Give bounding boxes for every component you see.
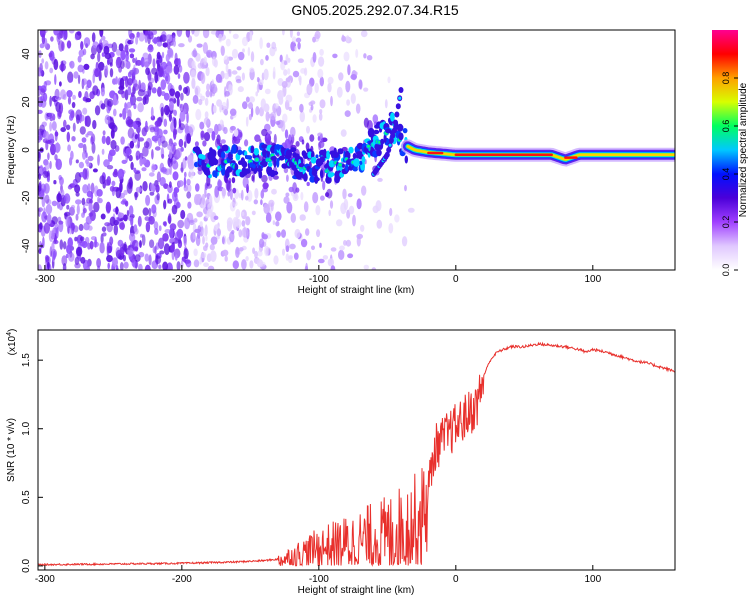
svg-text:-100: -100 [309,574,329,585]
snr-series-line [38,341,675,567]
colorbar-label: Normalized spectral amplitude [738,82,749,217]
svg-text:-20: -20 [21,190,32,205]
svg-text:-300: -300 [35,574,55,585]
colorbar-ticks: 0.0 0.2 0.4 0.6 0.8 [721,72,738,277]
svg-text:-40: -40 [21,238,32,253]
svg-text:0.0: 0.0 [21,558,32,572]
snr-x-tick: -200 [172,565,192,585]
snr-x-label: Height of straight line (km) [298,585,415,596]
svg-text:1.0: 1.0 [21,421,32,435]
spectrogram-ridge [192,87,675,184]
svg-text:20: 20 [21,96,32,108]
figure-title: GN05.2025.292.07.34.R15 [291,2,459,18]
svg-text:0.2: 0.2 [721,216,731,229]
colorbar-tick: 0.0 [721,264,738,277]
snr-x-tick: -300 [35,565,55,585]
spectrogram-y-tick: 20 [21,96,43,108]
snr-plot-area [38,330,675,570]
snr-y-label: SNR (10 * v/v) [6,418,17,482]
spectrogram-x-tick: -300 [35,265,55,285]
colorbar-tick: 0.2 [721,216,738,229]
svg-text:1.5: 1.5 [21,353,32,367]
svg-text:100: 100 [584,274,601,285]
svg-text:0.0: 0.0 [721,264,731,277]
svg-text:0: 0 [21,147,32,153]
spectrogram-x-tick: -200 [172,265,192,285]
snr-y-tick: 1.5 [21,353,43,367]
svg-text:0.4: 0.4 [721,168,731,181]
svg-text:0: 0 [453,274,459,285]
spectrogram-y-tick: -20 [21,190,43,205]
svg-text:100: 100 [584,574,601,585]
svg-text:-100: -100 [309,274,329,285]
snr-y-multiplier: (x104) [6,329,18,356]
snr-y-ticks: 0.0 0.5 1.0 1.5 [21,353,43,573]
snr-y-tick: 1.0 [21,421,43,436]
spectrogram-y-tick: 40 [21,48,43,60]
spectrogram-y-tick: -40 [21,238,43,253]
snr-x-tick: 0 [453,565,459,585]
colorbar: 0.0 0.2 0.4 0.6 0.8 Normalized spectral ampl… [712,30,749,276]
snr-x-ticks: -300 -200 -100 0 100 [35,565,602,585]
snr-y-tick: 0.0 [21,558,43,573]
spectrogram-x-label: Height of straight line (km) [298,285,415,296]
spectrogram-x-tick: 100 [584,265,602,285]
colorbar-tick: 0.6 [721,120,738,133]
svg-text:0: 0 [453,574,459,585]
svg-text:-200: -200 [172,274,192,285]
snr-y-tick: 0.5 [21,490,43,504]
svg-text:40: 40 [21,48,32,60]
svg-text:0.8: 0.8 [721,72,731,85]
snr-frame [37,329,676,571]
spectrogram-x-tick: -100 [309,265,329,285]
svg-text:0.5: 0.5 [21,490,32,504]
spectrogram-x-tick: 0 [453,265,459,285]
colorbar-tick: 0.8 [721,72,738,85]
spectrogram-noise-speckle [38,30,415,270]
svg-text:0.6: 0.6 [721,120,731,133]
snr-x-tick: -100 [309,565,329,585]
snr-x-tick: 100 [584,565,602,585]
spectrogram-y-tick: 0 [21,147,43,153]
colorbar-bar [712,30,738,270]
spectrogram-y-ticks: -40 -20 0 20 40 [21,48,43,253]
snr-panel: -300 -200 -100 0 100 0.0 0.5 1.0 1.5 Height of … [6,329,676,596]
spectrogram-x-ticks: -300 -200 -100 0 100 [35,265,602,285]
svg-text:-300: -300 [35,274,55,285]
colorbar-tick: 0.4 [721,168,738,181]
svg-text:-200: -200 [172,574,192,585]
spectrogram-y-label: Frequency (Hz) [6,116,17,185]
